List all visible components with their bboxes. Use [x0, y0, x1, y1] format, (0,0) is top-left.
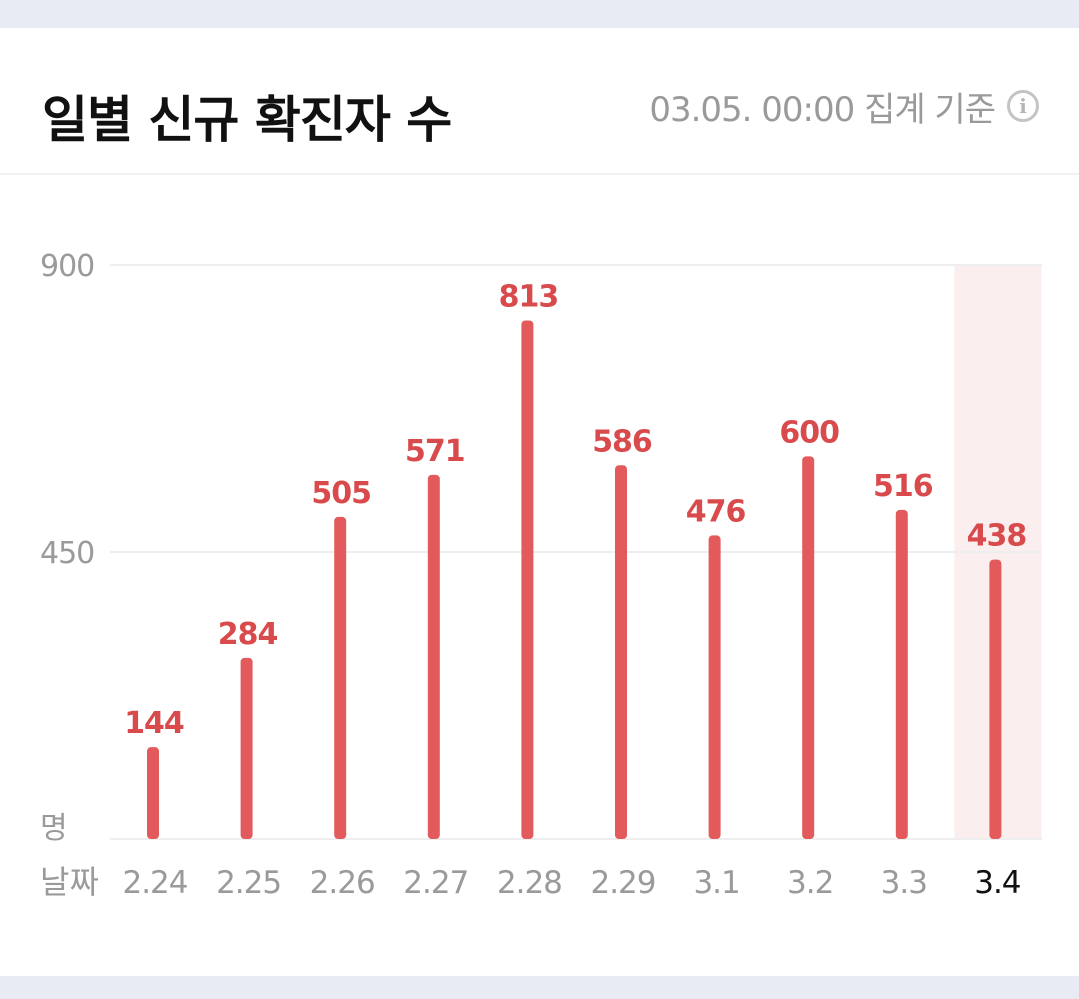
bar: [521, 320, 534, 839]
y-unit-label: 명: [40, 811, 68, 846]
x-tick-label: 3.4: [974, 865, 1020, 901]
bar-value-label: 813: [499, 279, 559, 314]
card-header: 일별 신규 확진자 수 03.05. 00:00 집계 기준 i: [0, 28, 1079, 175]
bar: [708, 535, 721, 839]
bar: [334, 516, 347, 839]
bar: [240, 657, 253, 839]
chart-card: 일별 신규 확진자 수 03.05. 00:00 집계 기준 i: [0, 28, 1079, 976]
x-tick-label: 2.29: [590, 865, 655, 901]
bar-value-label: 571: [405, 434, 465, 469]
bar-value-label: 284: [218, 617, 278, 652]
x-tick-label: 2.26: [310, 865, 375, 901]
bar-value-label: 144: [124, 706, 184, 741]
x-tick-label: 3.2: [787, 865, 833, 901]
bar: [147, 747, 159, 839]
bar: [989, 559, 1002, 839]
bar: [427, 474, 440, 839]
x-tick-label: 2.24: [122, 865, 187, 901]
x-tick-label: 2.27: [403, 865, 468, 901]
x-tick-label: 3.1: [693, 865, 739, 901]
bar-value-label: 600: [779, 415, 839, 450]
x-tick-label: 3.3: [881, 865, 927, 901]
y-tick-label: 900: [40, 249, 94, 284]
x-axis-label: 날짜: [40, 863, 99, 901]
bar-value-label: 505: [311, 476, 371, 511]
bar: [615, 465, 627, 839]
bar: [802, 456, 815, 839]
timestamp-text: 03.05. 00:00 집계 기준: [649, 89, 996, 130]
x-tick-label: 2.25: [216, 865, 281, 901]
y-tick-label: 450: [40, 536, 94, 571]
page-title: 일별 신규 확진자 수: [42, 91, 452, 149]
info-icon[interactable]: i: [1007, 90, 1039, 122]
bar-value-label: 438: [967, 519, 1027, 554]
x-tick-label: 2.28: [497, 865, 562, 901]
bar-value-label: 476: [686, 494, 746, 529]
bar-value-label: 516: [873, 469, 933, 504]
bar: [895, 509, 908, 839]
bar-value-label: 586: [592, 424, 652, 459]
timestamp-area: 03.05. 00:00 집계 기준 i: [649, 82, 1039, 130]
